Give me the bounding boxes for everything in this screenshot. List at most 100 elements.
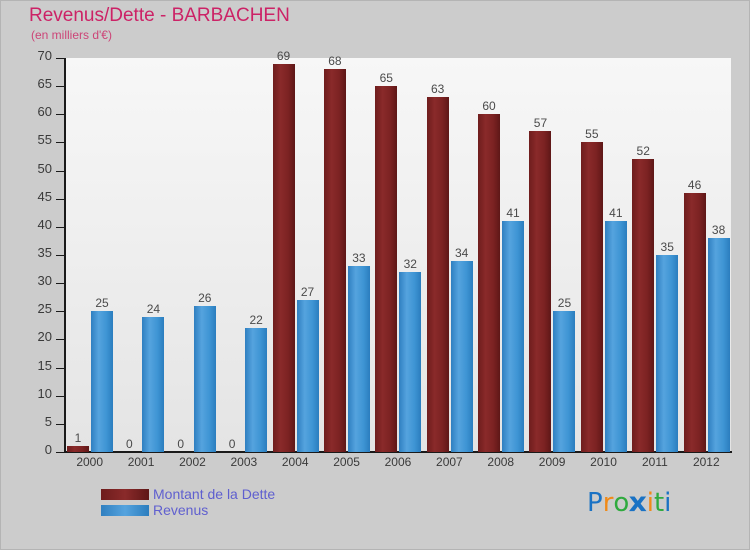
y-axis-tick-mark [56, 170, 64, 172]
y-axis-tick: 60 [1, 105, 64, 118]
bar-dette-2005[interactable]: 68 [323, 55, 346, 452]
bar-revenus-2001[interactable]: 24 [142, 303, 165, 452]
bar-group: 69 27 [270, 50, 321, 452]
y-axis-tick-label: 0 [44, 442, 52, 457]
bar-value-label: 0 [126, 437, 133, 451]
y-axis-tick-mark [56, 226, 64, 228]
y-axis-tick-mark [56, 198, 64, 200]
bar-revenus-2009[interactable]: 25 [553, 297, 576, 452]
x-axis-line [64, 451, 732, 453]
bar-group: 46 38 [681, 58, 732, 452]
bar-revenus-2006[interactable]: 32 [399, 258, 422, 452]
x-axis-label-2008: 2008 [487, 455, 515, 469]
bar-dette-2009[interactable]: 57 [529, 117, 552, 452]
bar-revenus-2010[interactable]: 41 [604, 207, 627, 452]
y-axis-tick: 25 [1, 302, 64, 315]
bar-group: 52 35 [629, 58, 680, 452]
x-axis-label-2010: 2010 [590, 455, 617, 469]
logo-letter-o-2: o [613, 488, 630, 518]
y-axis-tick-label: 45 [37, 188, 52, 204]
bar-group: 63 34 [424, 58, 475, 452]
bar-group: 0 24 [115, 58, 166, 452]
y-axis-tick: 10 [1, 387, 64, 400]
y-axis-tick-mark [56, 283, 64, 285]
y-axis-tick-label: 30 [37, 273, 52, 289]
x-axis-label-2012: 2012 [692, 455, 720, 469]
logo-letter-i-4: i [646, 488, 654, 518]
y-axis-tick-mark [56, 114, 64, 116]
bar-revenus-2012[interactable]: 38 [707, 224, 730, 452]
y-axis-tick-label: 50 [37, 160, 52, 176]
proxiti-logo[interactable]: Proxiti [587, 488, 672, 518]
bar-revenus-2005[interactable]: 33 [347, 252, 370, 452]
y-axis-line [64, 58, 66, 452]
bar-dette-2012[interactable]: 46 [683, 179, 706, 452]
y-axis-tick-mark [56, 142, 64, 144]
y-axis-tick-label: 15 [37, 357, 52, 373]
bar-value-label: 57 [533, 116, 548, 131]
y-axis-tick-mark [56, 367, 64, 369]
bar-value-label: 33 [352, 251, 366, 266]
logo-letter-i-6: i [664, 488, 672, 518]
y-axis-tick-label: 65 [37, 76, 52, 92]
page-title: Revenus/Dette - BARBACHEN [29, 5, 290, 26]
y-axis-tick-label: 5 [44, 413, 52, 429]
legend-swatch-revenus-icon [101, 504, 149, 516]
chart-subtitle: (en milliers d'€) [31, 28, 112, 42]
bar-value-label: 38 [711, 223, 726, 238]
bar-value-label: 25 [95, 296, 109, 311]
logo-letter-r-1: r [602, 488, 614, 518]
bar-value-label: 27 [300, 285, 315, 300]
y-axis-tick: 70 [1, 49, 64, 62]
x-axis-label-2011: 2011 [642, 455, 668, 469]
bar-value-label: 52 [636, 144, 650, 159]
bar-value-label: 34 [455, 245, 469, 260]
legend-swatch-dette-icon [101, 488, 149, 500]
logo-letter-P-0: P [587, 488, 603, 518]
y-axis-tick: 20 [1, 330, 64, 343]
bar-value-label: 41 [506, 206, 520, 221]
bar-value-label: 35 [660, 240, 674, 254]
y-axis-tick-mark [56, 339, 64, 341]
x-axis-labels: 2000 2001 2002 2003 2004 2005 2006 2007 2008 2009… [64, 454, 732, 474]
bar-value-label: 22 [249, 313, 263, 328]
y-axis-tick-mark [56, 255, 64, 256]
y-axis-tick: 30 [1, 274, 64, 287]
bar-dette-2007[interactable]: 63 [426, 83, 449, 452]
bar-group: 68 33 [321, 55, 372, 452]
bar-revenus-2000[interactable]: 25 [91, 297, 113, 452]
x-axis-label-2001: 2001 [127, 455, 155, 469]
bar-revenus-2008[interactable]: 41 [502, 207, 525, 452]
bar-dette-2006[interactable]: 65 [375, 72, 398, 452]
y-axis-tick: 0 [1, 443, 64, 456]
bar-value-label: 63 [431, 82, 445, 97]
y-axis-tick-label: 60 [37, 104, 52, 120]
bar-dette-2010[interactable]: 55 [580, 128, 603, 452]
bar-value-label: 69 [276, 48, 291, 63]
x-axis-label-2000: 2000 [76, 455, 104, 469]
legend-item-revenus: Revenus [101, 502, 275, 518]
y-axis-tick-label: 35 [37, 245, 52, 260]
bar-dette-2011[interactable]: 52 [632, 145, 655, 452]
x-axis-label-2003: 2003 [230, 455, 258, 469]
bar-revenus-2002[interactable]: 26 [193, 292, 216, 452]
x-axis-label-2004: 2004 [281, 455, 309, 469]
y-axis-tick-label: 10 [37, 385, 52, 401]
x-axis-label-2009: 2009 [538, 455, 566, 469]
y-axis-tick-mark [56, 86, 64, 88]
y-axis-tick-mark [56, 58, 64, 59]
bar-revenus-2011[interactable]: 35 [656, 241, 679, 452]
bar-dette-2000[interactable]: 1 [67, 432, 89, 452]
bar-value-label: 46 [687, 178, 702, 193]
bar-group: 0 22 [218, 58, 269, 452]
legend: Montant de la Dette Revenus [101, 486, 275, 518]
bar-revenus-2007[interactable]: 34 [450, 247, 473, 452]
bar-revenus-2003[interactable]: 22 [245, 314, 268, 452]
bar-revenus-2004[interactable]: 27 [296, 286, 319, 452]
y-axis-tick: 15 [1, 359, 64, 372]
bar-dette-2008[interactable]: 60 [478, 100, 501, 452]
bar-dette-2004[interactable]: 69 [272, 50, 295, 452]
title-block: Revenus/Dette - BARBACHEN (en milliers d… [29, 5, 449, 42]
bar-group: 1 25 [64, 58, 115, 452]
